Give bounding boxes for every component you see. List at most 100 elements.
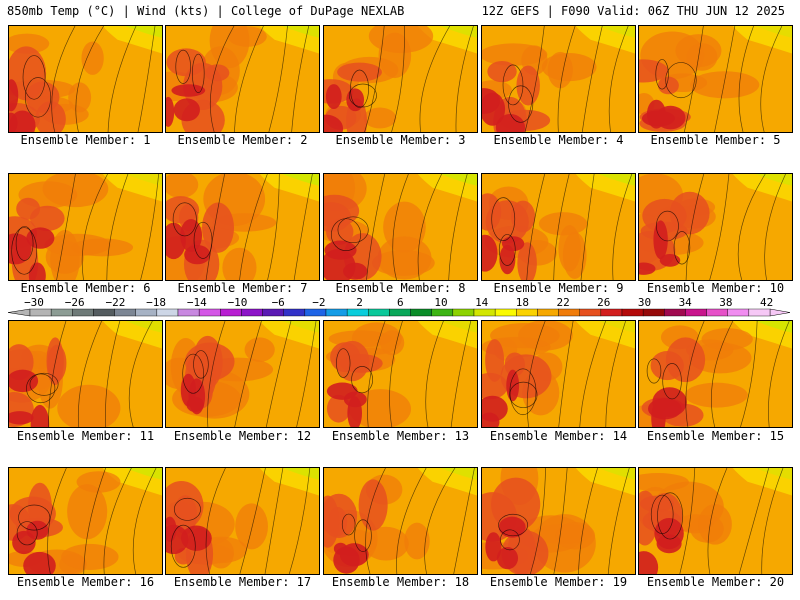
scale-swatch	[685, 308, 707, 317]
ensemble-map-4	[481, 25, 636, 133]
ensemble-map-5	[638, 25, 793, 133]
scale-swatch	[368, 308, 390, 317]
ensemble-map-20	[638, 467, 793, 575]
member-label: Ensemble Member: 1	[20, 133, 151, 147]
member-label: Ensemble Member: 4	[493, 133, 624, 147]
scale-swatch	[283, 308, 306, 317]
member-label: Ensemble Member: 17	[173, 575, 312, 589]
temperature-field	[9, 468, 162, 574]
temperature-field	[9, 174, 162, 280]
scale-swatch	[50, 308, 73, 317]
ensemble-map-14	[481, 320, 636, 428]
temperature-field	[9, 26, 162, 132]
member-label: Ensemble Member: 13	[331, 429, 470, 443]
scale-swatch	[304, 308, 327, 317]
map-title: 850mb Temp (°C) | Wind (kts) | College o…	[7, 4, 405, 18]
scale-swatch	[135, 308, 158, 317]
scale-swatch	[642, 308, 665, 317]
scale-swatch	[220, 308, 242, 317]
ensemble-map-13	[323, 320, 478, 428]
ensemble-map-12	[165, 320, 320, 428]
temperature-field	[166, 174, 319, 280]
ensemble-map-11	[8, 320, 163, 428]
member-label: Ensemble Member: 9	[493, 281, 624, 295]
member-label: Ensemble Member: 19	[489, 575, 628, 589]
scale-swatch	[93, 308, 115, 317]
ensemble-map-3	[323, 25, 478, 133]
scale-swatch	[346, 308, 369, 317]
scale-swatch	[325, 308, 348, 317]
scale-tick-label: 38	[719, 297, 732, 309]
scale-tick-label: −6	[272, 297, 285, 309]
scale-tick-label: 14	[475, 297, 489, 309]
member-label: Ensemble Member: 10	[646, 281, 785, 295]
scale-swatch	[29, 308, 52, 317]
temperature-field	[639, 321, 792, 427]
member-label: Ensemble Member: 14	[489, 429, 628, 443]
scale-tick-label: −18	[146, 297, 166, 309]
scale-swatch	[177, 308, 200, 317]
scale-swatch	[748, 308, 771, 317]
scale-swatch	[198, 308, 221, 317]
temperature-field	[166, 26, 319, 132]
color-scale-svg: −30 −26 −22 −18 −14 −10 −6 −2 2 6 10 14 18 22 26 30 34 38…	[7, 296, 791, 317]
ensemble-map-15	[638, 320, 793, 428]
member-label: Ensemble Member: 2	[177, 133, 308, 147]
member-label: Ensemble Member: 3	[335, 133, 466, 147]
member-label: Ensemble Member: 11	[16, 429, 155, 443]
member-label: Ensemble Member: 5	[650, 133, 781, 147]
scale-tick-label: 30	[638, 297, 651, 309]
scale-swatch	[537, 308, 559, 317]
scale-tick-label: 42	[760, 297, 773, 309]
scale-tick-label: −26	[65, 297, 85, 309]
scale-tick-label: 26	[597, 297, 610, 309]
scale-swatch	[664, 308, 686, 317]
scale-swatch	[494, 308, 517, 317]
scale-swatch	[516, 308, 538, 317]
scale-swatch	[452, 308, 475, 317]
member-label: Ensemble Member: 20	[646, 575, 785, 589]
member-label: Ensemble Member: 18	[331, 575, 470, 589]
scale-swatch	[706, 308, 728, 317]
ensemble-map-8	[323, 173, 478, 281]
member-label: Ensemble Member: 16	[16, 575, 155, 589]
temperature-field	[324, 174, 477, 280]
scale-tick-label: 22	[556, 297, 569, 309]
scale-swatch	[389, 308, 411, 317]
scale-swatch	[558, 308, 580, 317]
scale-tick-label: −22	[105, 297, 125, 309]
temperature-field	[639, 26, 792, 132]
ensemble-map-18	[323, 467, 478, 575]
ensemble-map-17	[165, 467, 320, 575]
scale-swatch	[72, 308, 94, 317]
ensemble-map-6	[8, 173, 163, 281]
temperature-field	[324, 26, 477, 132]
scale-swatch	[241, 308, 263, 317]
scale-tick-label: 34	[679, 297, 693, 309]
ensemble-map-1	[8, 25, 163, 133]
temperature-field	[482, 26, 635, 132]
temperature-field	[639, 468, 792, 574]
model-run-info: 12Z GEFS | F090 Valid: 06Z THU JUN 12 20…	[481, 4, 785, 18]
member-label: Ensemble Member: 6	[20, 281, 151, 295]
temperature-field	[324, 468, 477, 574]
scale-tick-label: 2	[356, 297, 363, 309]
ensemble-map-9	[481, 173, 636, 281]
member-label: Ensemble Member: 12	[173, 429, 312, 443]
scale-swatch	[410, 308, 432, 317]
scale-tick-label: −30	[24, 297, 44, 309]
temperature-field	[482, 321, 635, 427]
member-label: Ensemble Member: 15	[646, 429, 785, 443]
scale-swatch	[579, 308, 602, 317]
scale-swatch	[431, 308, 454, 317]
temperature-color-scale: −30 −26 −22 −18 −14 −10 −6 −2 2 6 10 14 18 22 26 30 34 38…	[6, 296, 792, 321]
scale-tick-label: 6	[397, 297, 404, 309]
scale-swatch	[621, 308, 644, 317]
scale-swatch	[600, 308, 623, 317]
member-label: Ensemble Member: 7	[177, 281, 308, 295]
ensemble-map-7	[165, 173, 320, 281]
temperature-field	[166, 321, 319, 427]
temperature-field	[639, 174, 792, 280]
temperature-field	[482, 174, 635, 280]
temperature-field	[166, 468, 319, 574]
